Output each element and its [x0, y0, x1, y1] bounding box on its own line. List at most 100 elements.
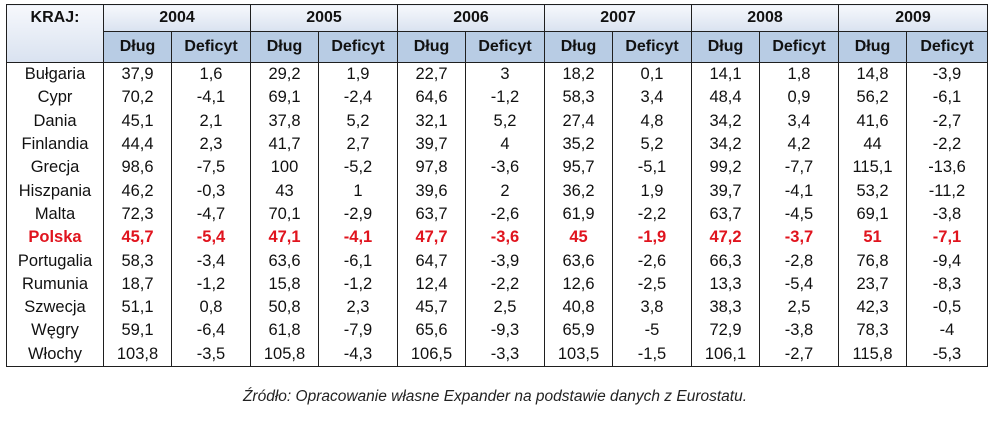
debt-cell: 38,3	[691, 295, 760, 320]
country-column-header: KRAJ:	[6, 4, 104, 63]
deficit-cell: -2,2	[906, 132, 988, 157]
debt-cell: 78,3	[838, 319, 907, 343]
debt-cell: 65,6	[397, 319, 466, 343]
deficit-cell: 2	[465, 179, 545, 203]
debt-cell: 45,7	[103, 226, 172, 250]
debt-column-header: Dług	[838, 31, 907, 63]
debt-column-header: Dług	[691, 31, 760, 63]
debt-cell: 44	[838, 132, 907, 157]
deficit-cell: 5,2	[465, 109, 545, 133]
source-caption: Źródło: Opracowanie własne Expander na p…	[242, 388, 748, 405]
deficit-cell: 1	[318, 179, 398, 203]
debt-cell: 61,8	[250, 319, 319, 343]
deficit-cell: 0,9	[759, 86, 839, 110]
deficit-cell: -3,8	[906, 202, 988, 227]
debt-cell: 14,8	[838, 62, 907, 87]
debt-cell: 39,7	[397, 132, 466, 157]
deficit-cell: -3,9	[465, 249, 545, 273]
deficit-cell: 5,2	[318, 109, 398, 133]
subheader-row: Dług Deficyt Dług Deficyt Dług Deficyt D…	[7, 31, 988, 63]
deficit-cell: 2,3	[318, 295, 398, 320]
debt-cell: 48,4	[691, 86, 760, 110]
table-body: Bułgaria 37,9 1,6 29,2 1,9 22,7 3 18,2 0,1 14,1 1,…	[6, 62, 988, 367]
debt-cell: 63,6	[250, 249, 319, 273]
table-row: Szwecja 51,1 0,8 50,8 2,3 45,7 2,5 40,8 3,8 38,3 2…	[6, 295, 988, 320]
debt-cell: 40,8	[544, 295, 613, 320]
deficit-cell: -13,6	[906, 156, 988, 180]
deficit-cell: -0,3	[171, 179, 251, 203]
year-header: 2006	[397, 4, 545, 32]
deficit-cell: -9,3	[465, 319, 545, 343]
deficit-cell: -4,1	[171, 86, 251, 110]
deficit-cell: 3,4	[759, 109, 839, 133]
deficit-cell: 3,8	[612, 295, 692, 320]
debt-cell: 106,5	[397, 342, 466, 367]
country-cell: Szwecja	[6, 295, 104, 320]
debt-cell: 37,9	[103, 62, 172, 87]
debt-cell: 18,2	[544, 62, 613, 87]
debt-cell: 32,1	[397, 109, 466, 133]
country-cell: Finlandia	[6, 132, 104, 157]
deficit-cell: -2,4	[318, 86, 398, 110]
debt-cell: 22,7	[397, 62, 466, 87]
debt-cell: 14,1	[691, 62, 760, 87]
country-cell: Węgry	[6, 319, 104, 343]
debt-cell: 100	[250, 156, 319, 180]
debt-cell: 66,3	[691, 249, 760, 273]
debt-cell: 45,7	[397, 295, 466, 320]
deficit-cell: -4,7	[171, 202, 251, 227]
debt-cell: 53,2	[838, 179, 907, 203]
deficit-cell: -4,1	[318, 226, 398, 250]
deficit-cell: 1,9	[612, 179, 692, 203]
deficit-cell: -5,3	[906, 342, 988, 367]
table-row: Włochy 103,8 -3,5 105,8 -4,3 106,5 -3,3 103,5 -1…	[6, 342, 988, 367]
deficit-cell: -5	[612, 319, 692, 343]
deficit-cell: 2,5	[759, 295, 839, 320]
year-header: 2007	[544, 4, 692, 32]
deficit-cell: 3,4	[612, 86, 692, 110]
deficit-cell: -3,6	[465, 226, 545, 250]
deficit-cell: 4,2	[759, 132, 839, 157]
debt-column-header: Dług	[250, 31, 319, 63]
country-cell: Rumunia	[6, 272, 104, 296]
deficit-cell: -2,6	[465, 202, 545, 227]
deficit-cell: -4,1	[759, 179, 839, 203]
deficit-cell: -5,4	[171, 226, 251, 250]
country-cell: Portugalia	[6, 249, 104, 273]
debt-column-header: Dług	[103, 31, 172, 63]
debt-cell: 69,1	[838, 202, 907, 227]
debt-cell: 106,1	[691, 342, 760, 367]
deficit-cell: -7,1	[906, 226, 988, 250]
deficit-cell: -9,4	[906, 249, 988, 273]
debt-cell: 103,5	[544, 342, 613, 367]
deficit-cell: -3,4	[171, 249, 251, 273]
deficit-column-header: Deficyt	[465, 31, 545, 63]
deficit-cell: -2,2	[612, 202, 692, 227]
debt-cell: 35,2	[544, 132, 613, 157]
deficit-cell: 2,7	[318, 132, 398, 157]
deficit-cell: -3,9	[906, 62, 988, 87]
debt-cell: 115,1	[838, 156, 907, 180]
deficit-column-header: Deficyt	[906, 31, 988, 63]
country-cell: Hiszpania	[6, 179, 104, 203]
country-cell: Grecja	[6, 156, 104, 180]
deficit-column-header: Deficyt	[171, 31, 251, 63]
deficit-column-header: Deficyt	[759, 31, 839, 63]
debt-cell: 58,3	[544, 86, 613, 110]
debt-cell: 70,1	[250, 202, 319, 227]
debt-cell: 105,8	[250, 342, 319, 367]
deficit-cell: -6,1	[906, 86, 988, 110]
deficit-cell: -2,7	[906, 109, 988, 133]
debt-cell: 58,3	[103, 249, 172, 273]
deficit-cell: -4,5	[759, 202, 839, 227]
deficit-cell: 2,5	[465, 295, 545, 320]
year-header: 2009	[838, 4, 988, 32]
year-header: 2008	[691, 4, 839, 32]
country-cell: Dania	[6, 109, 104, 133]
debt-cell: 12,6	[544, 272, 613, 296]
debt-cell: 64,6	[397, 86, 466, 110]
debt-cell: 47,2	[691, 226, 760, 250]
deficit-cell: 0,8	[171, 295, 251, 320]
debt-cell: 63,7	[397, 202, 466, 227]
deficit-cell: -1,2	[171, 272, 251, 296]
